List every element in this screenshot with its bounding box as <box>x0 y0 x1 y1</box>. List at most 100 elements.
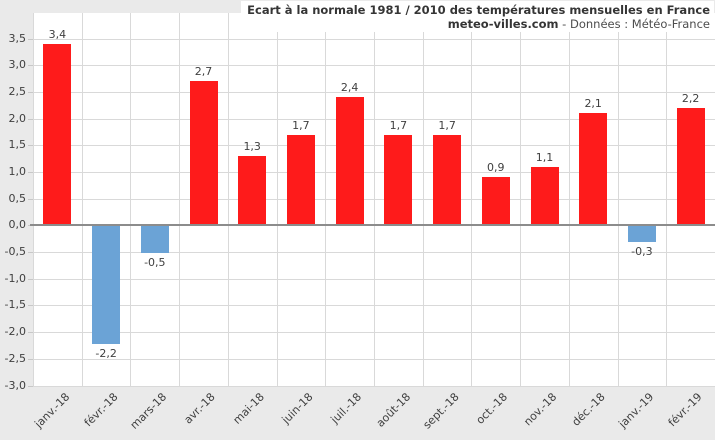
bar-value-label: -0,5 <box>144 256 166 269</box>
y-axis-tick <box>28 198 33 200</box>
horizontal-gridline <box>33 145 715 147</box>
vertical-gridline <box>568 13 570 387</box>
vertical-gridline <box>374 13 375 387</box>
bar-value-label: 1,7 <box>389 118 408 132</box>
horizontal-gridline <box>33 91 715 93</box>
y-axis-tick <box>28 118 33 120</box>
chart-title-block: Ecart à la normale 1981 / 2010 des tempé… <box>241 1 714 32</box>
vertical-gridline <box>276 13 278 387</box>
vertical-gridline <box>617 13 619 387</box>
x-axis-tick-label: nov.-18 <box>520 390 559 429</box>
bar-avr.-18 <box>189 81 218 226</box>
vertical-gridline <box>666 13 668 387</box>
y-axis-tick <box>28 278 33 280</box>
chart-title: Ecart à la normale 1981 / 2010 des tempé… <box>247 3 710 17</box>
bar-juin-18 <box>286 134 315 226</box>
y-axis-tick <box>28 65 33 67</box>
y-axis-tick-label: 1,0 <box>8 165 27 178</box>
bar-value-label: 3,4 <box>48 27 67 41</box>
y-axis-tick-label: 1,5 <box>8 138 27 152</box>
horizontal-gridline <box>33 38 715 40</box>
horizontal-gridline <box>33 332 715 334</box>
x-axis-tick-label: oct.-18 <box>473 390 511 427</box>
vertical-gridline <box>179 13 181 387</box>
y-axis-tick-label: 3,0 <box>8 58 27 72</box>
vertical-gridline <box>471 13 473 387</box>
bar-juil.-18 <box>335 97 364 226</box>
bar-août-18 <box>384 134 413 226</box>
bar-mai-18 <box>238 155 267 226</box>
bar-sept.-18 <box>433 134 462 226</box>
x-axis-tick-label: févr.-18 <box>81 390 121 430</box>
vertical-gridline <box>33 13 34 387</box>
x-axis-tick-label: janv.-19 <box>616 390 657 431</box>
vertical-gridline <box>130 13 132 387</box>
bar-value-label: 1,3 <box>243 139 261 153</box>
bar-value-label: -2,2 <box>95 346 117 360</box>
horizontal-gridline <box>33 65 715 67</box>
bar-nov.-18 <box>530 166 559 226</box>
y-axis-tick-label: -2,5 <box>4 351 26 365</box>
x-axis-tick-label: déc.-18 <box>569 390 608 429</box>
bar-févr.-18 <box>92 226 121 344</box>
x-axis-tick-label: mars-18 <box>127 390 170 432</box>
x-axis-tick-label: avr.-18 <box>181 390 218 427</box>
bar-déc.-18 <box>579 113 608 226</box>
y-axis-tick-label: 2,0 <box>8 111 27 125</box>
bar-value-label: 2,4 <box>340 81 359 95</box>
x-axis-tick-label: sept.-18 <box>420 390 462 432</box>
x-axis-tick-label: mai-18 <box>230 390 267 427</box>
bar-janv.-19 <box>627 226 656 243</box>
y-axis-tick <box>28 305 33 307</box>
horizontal-gridline <box>33 385 715 387</box>
zero-axis-line <box>30 224 715 227</box>
y-axis-tick <box>28 252 33 253</box>
bar-mars-18 <box>140 226 169 253</box>
horizontal-gridline <box>33 278 715 280</box>
bar-févr.-19 <box>676 107 705 226</box>
bar-value-label: 1,7 <box>292 118 310 132</box>
y-axis-tick-label: -0,5 <box>4 245 26 258</box>
y-axis-tick <box>28 332 33 334</box>
y-axis-tick <box>28 358 33 360</box>
x-axis-tick-label: juil.-18 <box>328 390 365 427</box>
y-axis-tick <box>28 91 33 93</box>
bar-janv.-18 <box>43 43 72 226</box>
bar-value-label: 2,1 <box>584 97 602 111</box>
x-axis-tick-label: févr.-19 <box>666 390 706 430</box>
bar-value-label: 1,1 <box>535 150 554 164</box>
y-axis-tick <box>28 145 33 147</box>
y-axis-tick-label: -1,0 <box>4 271 26 285</box>
y-axis-tick-label: 0,5 <box>8 191 27 205</box>
bar-value-label: 2,7 <box>194 65 213 79</box>
bar-value-label: 1,7 <box>438 118 456 132</box>
horizontal-gridline <box>33 198 715 200</box>
y-axis-tick-label: -2,0 <box>4 325 26 339</box>
bar-value-label: -0,3 <box>631 245 653 259</box>
x-axis-tick-label: août-18 <box>373 390 413 430</box>
y-axis-tick-label: -1,5 <box>4 298 26 312</box>
y-axis-tick <box>28 385 33 387</box>
vertical-gridline <box>520 13 522 387</box>
vertical-gridline <box>422 13 424 387</box>
y-axis-tick-label: 0,0 <box>8 218 27 232</box>
x-axis-tick-label: juin-18 <box>279 390 316 427</box>
horizontal-gridline <box>33 252 715 253</box>
y-axis-tick-label: -3,0 <box>4 378 26 392</box>
vertical-gridline <box>227 13 229 387</box>
chart-source-site: meteo-villes.com <box>447 17 559 31</box>
y-axis-tick-label: 2,5 <box>8 84 27 98</box>
bar-oct.-18 <box>481 177 510 226</box>
y-axis-tick <box>28 172 33 173</box>
y-axis-tick-label: 3,5 <box>8 31 27 45</box>
horizontal-gridline <box>33 172 715 173</box>
chart-source-credit: - Données : Météo-France <box>558 17 710 31</box>
vertical-gridline <box>325 13 327 387</box>
y-axis-tick <box>28 38 33 40</box>
horizontal-gridline <box>33 305 715 307</box>
chart-subtitle: meteo-villes.com - Données : Météo-Franc… <box>247 17 710 31</box>
horizontal-gridline <box>33 118 715 120</box>
horizontal-gridline <box>33 358 715 360</box>
bar-value-label: 0,9 <box>487 161 505 175</box>
